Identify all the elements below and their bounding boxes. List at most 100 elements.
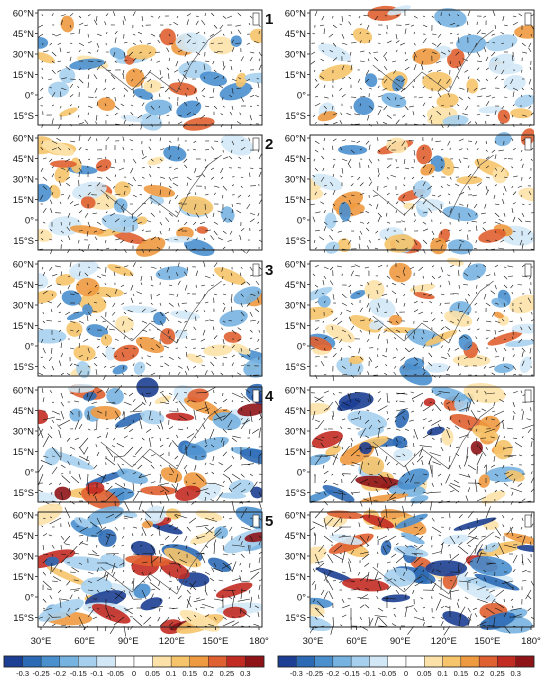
positive-anomaly [442, 572, 458, 590]
lat-tick-label: 0° [297, 468, 306, 479]
wind-arrow [323, 210, 326, 214]
wind-arrow [436, 69, 442, 72]
wind-arrow [391, 553, 397, 558]
wind-arrow [123, 292, 127, 295]
negative-anomaly [395, 409, 410, 429]
wind-arrow [210, 167, 215, 171]
wind-arrow [359, 103, 361, 107]
wind-arrow [492, 10, 496, 17]
positive-anomaly [75, 277, 100, 297]
wind-arrow [122, 410, 125, 416]
negative-anomaly [494, 363, 515, 374]
wind-arrow [74, 292, 80, 295]
wind-arrow [204, 60, 210, 62]
wind-arrow [60, 14, 66, 17]
wind-arrow [391, 282, 397, 286]
wind-arrow [79, 437, 89, 448]
lat-tick-label: 0° [25, 216, 34, 227]
wind-arrow [60, 372, 64, 376]
wind-arrow [231, 500, 235, 514]
wind-arrow [213, 105, 218, 110]
wind-arrow [329, 50, 334, 53]
wind-arrow [436, 569, 442, 573]
wind-arrow [530, 237, 533, 241]
wind-arrow [42, 365, 46, 369]
wind-arrow [482, 615, 487, 618]
wind-arrow [386, 338, 388, 344]
wind-arrow [202, 42, 206, 44]
wind-arrow [112, 230, 116, 233]
wind-arrow [333, 544, 343, 553]
wind-arrow [449, 490, 455, 493]
wind-arrow [51, 118, 54, 125]
wind-arrow [204, 472, 209, 475]
wind-arrow [341, 614, 347, 618]
wind-arrow [467, 165, 470, 169]
wind-arrow [449, 482, 461, 488]
wind-arrow [194, 436, 197, 439]
wind-arrow [503, 114, 507, 119]
wind-arrow [449, 60, 451, 64]
wind-arrow [467, 344, 472, 349]
wind-arrow [494, 212, 500, 218]
wind-arrow [59, 597, 62, 609]
wind-arrow [201, 20, 206, 26]
wind-arrow [168, 42, 174, 45]
positive-anomaly [441, 429, 454, 446]
wind-arrow [332, 42, 337, 47]
wind-arrow [485, 149, 488, 152]
wind-arrow [354, 391, 361, 394]
wind-arrow [212, 326, 215, 331]
wind-arrow [438, 391, 451, 394]
wind-arrow [86, 392, 89, 398]
wind-arrow [422, 38, 427, 44]
wind-arrow [123, 265, 129, 268]
negative-anomaly [503, 75, 526, 91]
wind-arrow [204, 386, 216, 394]
wind-arrow [114, 37, 117, 44]
wind-arrow [123, 607, 133, 615]
wind-arrow [87, 14, 91, 17]
wind-arrow [337, 230, 343, 233]
wind-arrow [377, 216, 381, 223]
wind-arrow [395, 239, 400, 243]
wind-arrow [150, 183, 152, 187]
wind-arrow [141, 58, 145, 62]
wind-arrow [184, 164, 188, 169]
wind-arrow [213, 69, 217, 73]
wind-arrow [85, 594, 89, 600]
wind-arrow [178, 400, 188, 412]
colorbar-swatch [277, 655, 297, 668]
wind-arrow [359, 221, 365, 224]
wind-arrow [411, 203, 415, 210]
lat-tick-label: 15°N [285, 70, 306, 81]
wind-arrow [511, 517, 514, 521]
wind-arrow [220, 113, 224, 116]
lat-tick-label: 15°S [285, 236, 306, 247]
wind-arrow [395, 298, 398, 304]
wind-arrow [240, 489, 246, 493]
wind-arrow [47, 301, 53, 304]
wind-arrow [63, 535, 71, 544]
positive-anomaly [310, 402, 331, 416]
wind-arrow [447, 193, 451, 196]
wind-arrow [110, 166, 116, 169]
wind-arrow [240, 176, 244, 179]
wind-arrow [341, 302, 347, 306]
wind-arrow [494, 76, 498, 80]
wind-arrow [49, 238, 53, 241]
wind-arrow [358, 522, 361, 528]
negative-anomaly [139, 410, 165, 425]
negative-anomaly [38, 183, 52, 203]
wind-arrow [431, 551, 442, 555]
wind-arrow [141, 24, 144, 28]
wind-arrow [159, 266, 162, 269]
wind-arrow [105, 136, 110, 142]
negative-anomaly [453, 517, 497, 531]
wind-arrow [69, 392, 74, 394]
wind-arrow [156, 526, 161, 530]
wind-arrow [467, 96, 471, 100]
wind-arrow [194, 464, 197, 471]
wind-arrow [503, 96, 508, 98]
wind-arrow [255, 95, 260, 98]
